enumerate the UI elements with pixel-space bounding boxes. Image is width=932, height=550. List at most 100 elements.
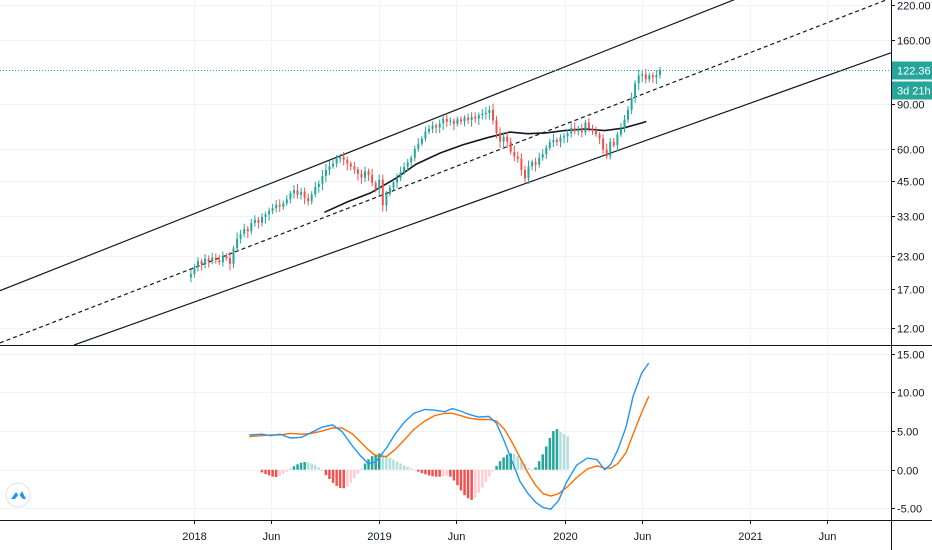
candle-body	[282, 203, 285, 207]
macd-histogram-bar	[367, 459, 370, 470]
time-tick-label: Jun	[448, 531, 466, 543]
macd-histogram-bar	[562, 434, 566, 470]
candle-body	[555, 140, 558, 142]
price-tick-label: 33.00	[897, 212, 925, 224]
macd-line	[249, 362, 650, 510]
candle-body	[442, 118, 445, 124]
candle-body	[239, 233, 242, 239]
macd-histogram-bar	[442, 469, 445, 477]
macd-histogram-bar	[530, 469, 534, 472]
macd-histogram-bar	[289, 468, 292, 470]
candle-body	[211, 257, 214, 262]
candle-body	[452, 120, 455, 124]
candle-body	[250, 223, 253, 232]
candle-body	[513, 151, 516, 157]
macd-histogram	[260, 429, 569, 500]
time-tick-label: 2020	[553, 531, 577, 543]
candle-body	[268, 210, 271, 215]
macd-histogram-bar	[431, 469, 434, 477]
candle-body	[349, 163, 352, 167]
candle-body	[559, 137, 562, 142]
macd-tick-label: -5.00	[897, 504, 922, 516]
macd-histogram-bar	[285, 469, 289, 472]
candle-body	[356, 169, 359, 174]
candle-body	[261, 217, 263, 223]
macd-histogram-bar	[420, 469, 424, 474]
macd-histogram-bar	[360, 468, 363, 470]
candle-body	[634, 83, 637, 98]
macd-histogram-bar	[342, 469, 345, 489]
macd-histogram-bar	[516, 455, 520, 470]
time-tick-label: Jun	[263, 531, 281, 543]
macd-histogram-bar	[520, 459, 523, 470]
macd-histogram-bar	[402, 465, 406, 470]
macd-histogram-bar	[434, 469, 438, 477]
candle-body	[353, 166, 356, 170]
candle-body	[516, 156, 519, 159]
macd-histogram-bar	[470, 469, 473, 500]
candle-body	[595, 130, 597, 135]
candle-body	[509, 141, 512, 152]
candle-body	[257, 219, 260, 223]
macd-histogram-bar	[299, 462, 303, 470]
price-axis[interactable]: 220.00 160.00 90.00 60.00 45.00 33.00 23.00 17.…	[891, 1, 931, 336]
candle-body	[484, 112, 487, 114]
candle-body	[580, 129, 583, 133]
time-axis[interactable]: 2018 Jun 2019 Jun 2020 Jun 2021 Jun	[182, 520, 836, 543]
candle-body	[630, 98, 633, 110]
candle-body	[385, 194, 388, 206]
candle-body	[591, 128, 594, 131]
macd-histogram-bar	[474, 469, 477, 498]
macd-histogram-bar	[303, 462, 306, 470]
candle-body	[193, 266, 196, 275]
macd-tick-label: 10.00	[897, 388, 925, 400]
macd-histogram-bar	[406, 467, 409, 470]
price-tick-label: 23.00	[897, 252, 925, 264]
macd-histogram-bar	[466, 469, 470, 499]
candle-body	[300, 191, 303, 195]
candle-body	[506, 136, 509, 142]
candle-body	[403, 166, 406, 173]
candle-body	[342, 156, 345, 160]
candle-body	[197, 261, 199, 267]
candle-body	[388, 187, 391, 194]
macd-histogram-bar	[306, 462, 310, 470]
macd-histogram-bar	[452, 469, 456, 481]
candle-body	[431, 125, 434, 129]
candle-body	[289, 193, 292, 200]
candlestick-series	[189, 66, 661, 283]
macd-histogram-bar	[488, 469, 491, 477]
candle-body	[477, 115, 480, 119]
candle-body	[648, 75, 651, 80]
candle-body	[417, 143, 420, 149]
tradingview-logo-icon[interactable]	[5, 482, 31, 508]
macd-histogram-bar	[559, 431, 562, 470]
candle-body	[243, 228, 246, 234]
candle-body	[236, 238, 239, 249]
macd-histogram-bar	[537, 461, 541, 470]
macd-histogram-bar	[378, 453, 381, 470]
candle-body	[424, 131, 427, 139]
price-tick-label: 90.00	[897, 100, 925, 112]
candle-body	[598, 134, 601, 139]
last-price-box	[892, 61, 932, 80]
candle-body	[587, 122, 590, 129]
macd-histogram-bar	[335, 469, 338, 486]
macd-histogram-bar	[395, 461, 399, 470]
candle-body	[271, 208, 274, 211]
candle-body	[651, 75, 654, 78]
macd-histogram-bar	[463, 469, 466, 496]
macd-histogram-bar	[385, 455, 388, 470]
macd-histogram-bar	[321, 469, 324, 472]
candle-body	[367, 171, 370, 175]
macd-axis[interactable]: 15.00 10.00 5.00 0.00 -5.00	[891, 350, 925, 516]
candle-body	[396, 178, 398, 183]
macd-histogram-bar	[317, 467, 321, 470]
candle-body	[374, 183, 377, 190]
macd-histogram-bar	[491, 469, 495, 472]
macd-tick-label: 15.00	[897, 350, 925, 362]
candle-body	[481, 114, 484, 116]
macd-histogram-bar	[356, 469, 360, 474]
candle-body	[502, 136, 505, 142]
